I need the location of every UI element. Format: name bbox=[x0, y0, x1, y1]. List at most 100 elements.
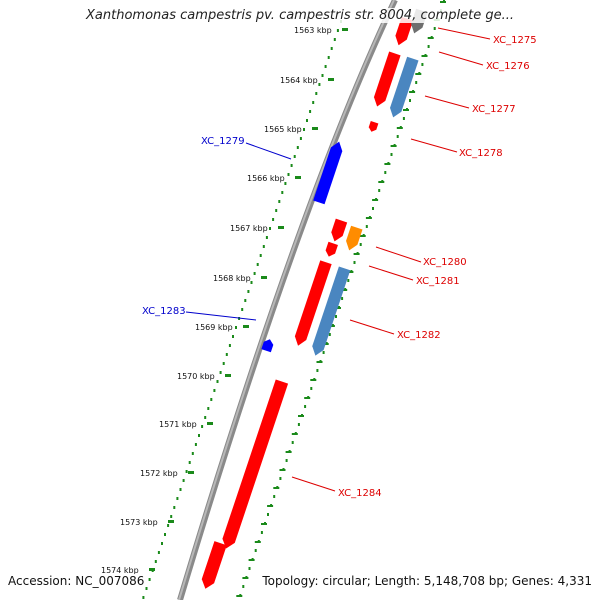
gene-label[interactable]: XC_1279 bbox=[201, 136, 245, 147]
outer-track-dot bbox=[216, 380, 219, 383]
genome-backbone-arc bbox=[177, 0, 398, 600]
kbp-tick-label: 1565 kbp bbox=[264, 125, 302, 134]
gene-label[interactable]: XC_1277 bbox=[472, 104, 516, 115]
inner-tick-track bbox=[236, 0, 446, 597]
kbp-tick-mark bbox=[188, 471, 194, 474]
outer-track-dot bbox=[182, 479, 185, 482]
inner-track-tick bbox=[359, 235, 366, 237]
gene-label[interactable]: XC_1276 bbox=[486, 61, 530, 72]
inner-track-dot bbox=[316, 369, 319, 372]
inner-track-tick bbox=[316, 361, 323, 363]
outer-track-dot bbox=[188, 461, 191, 464]
gene-label[interactable]: XC_1282 bbox=[397, 330, 441, 341]
gene-label[interactable]: XC_1283 bbox=[142, 306, 186, 317]
outer-track-dot bbox=[262, 245, 265, 248]
outer-track-dot bbox=[309, 110, 312, 113]
kbp-tick-label: 1572 kbp bbox=[140, 469, 178, 478]
outer-track-dot bbox=[225, 353, 228, 356]
inner-track-tick bbox=[285, 451, 292, 453]
outer-track-dot bbox=[228, 344, 231, 347]
gene-feature-XC_1277-cds[interactable] bbox=[387, 56, 419, 120]
inner-track-dot bbox=[359, 243, 362, 246]
inner-track-dot bbox=[260, 531, 263, 534]
inner-track-tick bbox=[298, 415, 304, 417]
inner-track-dot bbox=[433, 27, 436, 30]
outer-track-dot bbox=[303, 128, 305, 131]
inner-track-dot bbox=[402, 117, 405, 120]
inner-track-tick bbox=[291, 433, 298, 435]
kbp-tick-label: 1570 kbp bbox=[177, 372, 215, 381]
gene-leader-line bbox=[375, 246, 422, 263]
gene-label[interactable]: XC_1280 bbox=[423, 257, 467, 268]
gene-feature-XC_1275[interactable] bbox=[393, 16, 414, 47]
inner-track-dot bbox=[421, 63, 424, 66]
inner-track-tick bbox=[378, 181, 385, 183]
inner-track-dot bbox=[365, 225, 368, 228]
inner-track-dot bbox=[242, 585, 245, 588]
outer-track-dot bbox=[287, 173, 290, 176]
inner-track-tick bbox=[396, 127, 403, 129]
outer-track-dot bbox=[306, 119, 308, 122]
gene-feature-XC_1283[interactable] bbox=[261, 338, 274, 353]
gene-leader-line bbox=[349, 319, 395, 335]
gene-leader-line bbox=[291, 476, 336, 492]
inner-track-tick bbox=[254, 541, 261, 543]
gene-feature-XC_1285[interactable] bbox=[199, 541, 227, 591]
inner-track-dot bbox=[279, 477, 282, 480]
outer-track-dot bbox=[327, 56, 330, 59]
gene-feature-XC_1282-cds[interactable] bbox=[310, 266, 351, 357]
gene-feature-XC_1280[interactable] bbox=[329, 218, 348, 244]
kbp-tick-mark bbox=[261, 276, 267, 279]
inner-track-tick bbox=[365, 217, 372, 219]
inner-track-tick bbox=[335, 307, 341, 309]
inner-track-tick bbox=[273, 487, 280, 489]
gene-leader-line bbox=[424, 95, 470, 109]
gene-feature-XC_1280-cds[interactable] bbox=[344, 225, 363, 253]
gene-feature-XC_1282[interactable] bbox=[292, 260, 332, 347]
outer-track-dot bbox=[293, 155, 296, 158]
gene-label[interactable]: XC_1284 bbox=[338, 488, 382, 499]
gene-label[interactable]: XC_1275 bbox=[493, 35, 537, 46]
outer-track-dot bbox=[235, 326, 237, 329]
outer-track-dot bbox=[210, 398, 213, 401]
outer-track-dot bbox=[324, 65, 327, 68]
inner-track-dot bbox=[285, 459, 288, 462]
inner-track-tick bbox=[322, 343, 329, 345]
inner-track-dot bbox=[322, 351, 325, 354]
outer-track-dot bbox=[241, 308, 244, 311]
inner-track-tick bbox=[341, 289, 348, 291]
inner-track-tick bbox=[440, 1, 446, 3]
kbp-tick-mark bbox=[278, 226, 284, 229]
kbp-tick-mark bbox=[168, 520, 174, 523]
outer-track-dot bbox=[170, 515, 173, 518]
gene-feature-XC_1284[interactable] bbox=[220, 379, 289, 550]
kbp-tick-label: 1574 kbp bbox=[101, 566, 139, 575]
outer-track-dot bbox=[247, 290, 250, 293]
outer-track-dot bbox=[333, 38, 336, 41]
inner-track-dot bbox=[415, 81, 418, 84]
kbp-tick-mark bbox=[225, 374, 231, 377]
gene-label[interactable]: XC_1278 bbox=[459, 148, 503, 159]
feature-track bbox=[199, 8, 428, 591]
inner-track-dot bbox=[372, 207, 374, 210]
gene-feature-XC_1279[interactable] bbox=[313, 140, 345, 205]
outer-track-dot bbox=[259, 254, 262, 257]
genome-backbone-highlight bbox=[178, 0, 395, 600]
inner-track-tick bbox=[384, 163, 391, 165]
inner-track-dot bbox=[248, 567, 251, 570]
gene-feature-XC_1277[interactable] bbox=[371, 51, 401, 109]
gene-leader-line bbox=[245, 142, 292, 160]
inner-track-tick bbox=[409, 91, 416, 93]
inner-track-tick bbox=[353, 253, 360, 255]
outer-track-dot bbox=[179, 488, 182, 491]
inner-track-tick bbox=[347, 271, 354, 273]
gene-feature-XC_1281[interactable] bbox=[324, 241, 338, 258]
gene-feature-XC_1278[interactable] bbox=[368, 120, 379, 133]
outer-track-dot bbox=[173, 506, 176, 509]
gene-label[interactable]: XC_1281 bbox=[416, 276, 460, 287]
outer-track-dot bbox=[281, 191, 284, 194]
outer-track-dot bbox=[185, 470, 188, 473]
inner-track-tick bbox=[236, 595, 243, 597]
